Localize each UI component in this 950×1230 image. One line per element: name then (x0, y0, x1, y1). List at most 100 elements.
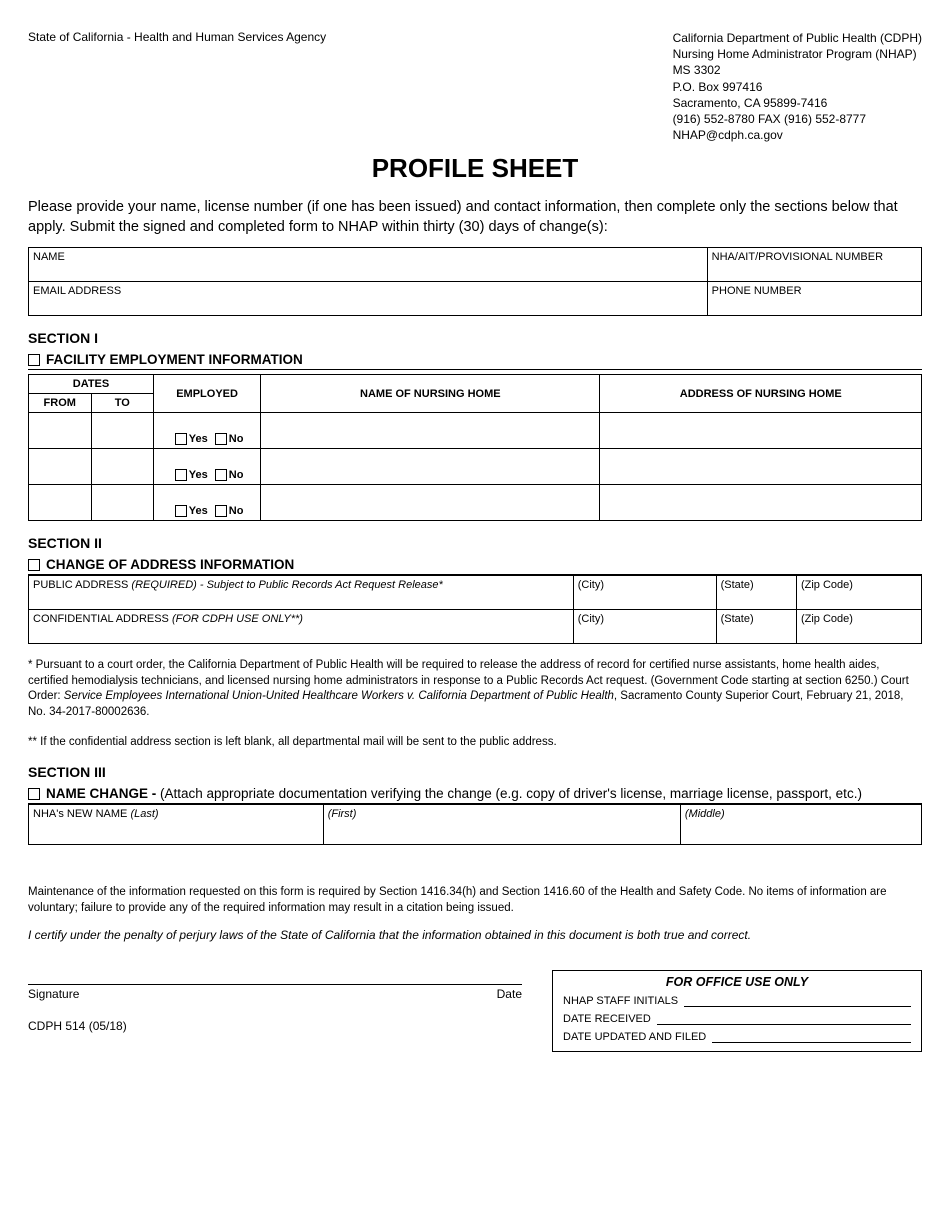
office-initials-line[interactable] (684, 995, 911, 1007)
yes-label: Yes (189, 469, 208, 481)
conf-addr-pre: CONFIDENTIAL ADDRESS (33, 613, 172, 625)
last-pre: NHA's NEW NAME (33, 808, 130, 820)
nh-name-cell[interactable] (261, 449, 600, 485)
header-line: (916) 552-8780 FAX (916) 552-8777 (673, 111, 922, 127)
maintenance-text: Maintenance of the information requested… (28, 885, 922, 916)
header-line: California Department of Public Health (… (673, 30, 922, 46)
to-cell[interactable] (91, 413, 154, 449)
city-cell[interactable]: (City) (573, 576, 716, 610)
no-checkbox[interactable] (215, 505, 227, 517)
header-line: P.O. Box 997416 (673, 79, 922, 95)
office-title: FOR OFFICE USE ONLY (563, 975, 911, 989)
phone-label: PHONE NUMBER (712, 285, 802, 297)
name-change-bold: NAME CHANGE - (46, 786, 160, 801)
last-name-cell[interactable]: NHA's NEW NAME (Last) (29, 805, 324, 845)
section1-subheading: FACILITY EMPLOYMENT INFORMATION (28, 352, 922, 370)
middle-name-cell[interactable]: (Middle) (680, 805, 921, 845)
first-name-cell[interactable]: (First) (323, 805, 680, 845)
section1-checkbox[interactable] (28, 354, 40, 366)
footnote-1: * Pursuant to a court order, the Califor… (28, 658, 922, 720)
col-from: FROM (29, 394, 92, 413)
to-cell[interactable] (91, 485, 154, 521)
office-use-box: FOR OFFICE USE ONLY NHAP STAFF INITIALS … (552, 970, 922, 1052)
nh-name-cell[interactable] (261, 413, 600, 449)
office-initials-row: NHAP STAFF INITIALS (563, 995, 911, 1007)
city-cell[interactable]: (City) (573, 610, 716, 644)
name-change-table: NHA's NEW NAME (Last) (First) (Middle) (28, 804, 922, 845)
section2-checkbox[interactable] (28, 559, 40, 571)
header-line: NHAP@cdph.ca.gov (673, 127, 922, 143)
header-left: State of California - Health and Human S… (28, 30, 326, 143)
employed-cell: Yes No (154, 449, 261, 485)
no-checkbox[interactable] (215, 469, 227, 481)
signature-row: Signature Date CDPH 514 (05/18) FOR OFFI… (28, 970, 922, 1052)
header: State of California - Health and Human S… (28, 30, 922, 143)
employed-cell: Yes No (154, 485, 261, 521)
office-received-row: DATE RECEIVED (563, 1013, 911, 1025)
zip-cell[interactable]: (Zip Code) (796, 610, 921, 644)
no-label: No (229, 469, 244, 481)
office-initials-label: NHAP STAFF INITIALS (563, 995, 678, 1007)
address-table: PUBLIC ADDRESS (REQUIRED) - Subject to P… (28, 575, 922, 644)
header-line: MS 3302 (673, 62, 922, 78)
note1-ital: Service Employees International Union-Un… (64, 690, 614, 702)
section3-sub: NAME CHANGE - (Attach appropriate docume… (46, 786, 862, 801)
no-label: No (229, 505, 244, 517)
yes-checkbox[interactable] (175, 469, 187, 481)
last-ital: (Last) (130, 808, 158, 820)
no-label: No (229, 433, 244, 445)
header-line: Nursing Home Administrator Program (NHAP… (673, 46, 922, 62)
number-label: NHA/AIT/PROVISIONAL NUMBER (712, 251, 883, 263)
office-received-line[interactable] (657, 1013, 911, 1025)
employed-cell: Yes No (154, 413, 261, 449)
to-cell[interactable] (91, 449, 154, 485)
section1-sub-label: FACILITY EMPLOYMENT INFORMATION (46, 352, 303, 367)
public-addr-cell[interactable]: PUBLIC ADDRESS (REQUIRED) - Subject to P… (29, 576, 574, 610)
yes-label: Yes (189, 433, 208, 445)
state-cell[interactable]: (State) (716, 610, 796, 644)
form-id: CDPH 514 (05/18) (28, 1019, 522, 1033)
intro-text: Please provide your name, license number… (28, 198, 922, 237)
facility-table: DATES EMPLOYED NAME OF NURSING HOME ADDR… (28, 374, 922, 521)
yes-label: Yes (189, 505, 208, 517)
signature-label: Signature (28, 987, 79, 1001)
section2-heading: SECTION II (28, 535, 922, 551)
certify-text: I certify under the penalty of perjury l… (28, 928, 922, 942)
yes-checkbox[interactable] (175, 433, 187, 445)
footnote-2: ** If the confidential address section i… (28, 735, 922, 751)
conf-addr-ital: (FOR CDPH USE ONLY**) (172, 613, 303, 625)
header-right: California Department of Public Health (… (673, 30, 922, 143)
email-label: EMAIL ADDRESS (33, 285, 121, 297)
yes-checkbox[interactable] (175, 505, 187, 517)
col-addr: ADDRESS OF NURSING HOME (600, 375, 922, 413)
section1-heading: SECTION I (28, 330, 922, 346)
conf-addr-cell[interactable]: CONFIDENTIAL ADDRESS (FOR CDPH USE ONLY*… (29, 610, 574, 644)
nh-addr-cell[interactable] (600, 413, 922, 449)
name-change-rest: (Attach appropriate documentation verify… (160, 786, 862, 801)
signature-block: Signature Date CDPH 514 (05/18) (28, 970, 522, 1033)
col-dates: DATES (29, 375, 154, 394)
contact-table: NAME NHA/AIT/PROVISIONAL NUMBER EMAIL AD… (28, 247, 922, 316)
from-cell[interactable] (29, 485, 92, 521)
date-label: Date (497, 987, 522, 1001)
from-cell[interactable] (29, 449, 92, 485)
name-label: NAME (33, 251, 65, 263)
no-checkbox[interactable] (215, 433, 227, 445)
office-updated-label: DATE UPDATED AND FILED (563, 1031, 706, 1043)
zip-cell[interactable]: (Zip Code) (796, 576, 921, 610)
office-updated-row: DATE UPDATED AND FILED (563, 1031, 911, 1043)
nh-name-cell[interactable] (261, 485, 600, 521)
public-addr-ital: (REQUIRED) - Subject to Public Records A… (131, 579, 442, 591)
nh-addr-cell[interactable] (600, 485, 922, 521)
signature-line[interactable]: Signature Date (28, 984, 522, 1001)
nh-addr-cell[interactable] (600, 449, 922, 485)
header-line: Sacramento, CA 95899-7416 (673, 95, 922, 111)
section3-subheading: NAME CHANGE - (Attach appropriate docume… (28, 786, 922, 804)
col-name: NAME OF NURSING HOME (261, 375, 600, 413)
section3-checkbox[interactable] (28, 788, 40, 800)
page-title: PROFILE SHEET (28, 153, 922, 184)
from-cell[interactable] (29, 413, 92, 449)
office-updated-line[interactable] (712, 1031, 911, 1043)
state-cell[interactable]: (State) (716, 576, 796, 610)
col-to: TO (91, 394, 154, 413)
